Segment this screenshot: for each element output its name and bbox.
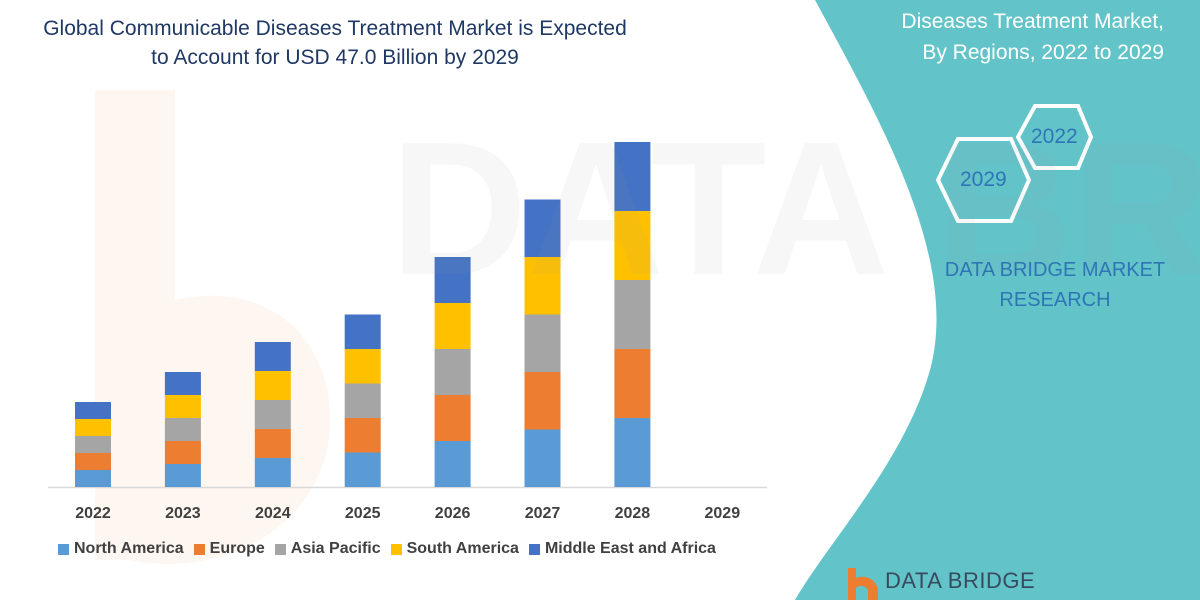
hex-label-2029: 2029: [960, 168, 1007, 191]
bar-segment-2026-europe: [434, 395, 471, 441]
bar-segment-2023-north-america: [164, 464, 201, 487]
bar-segment-2026-north-america: [434, 441, 471, 487]
bar-segment-2022-north-america: [75, 470, 111, 487]
legend-label: Asia Pacific: [290, 540, 381, 557]
side-panel-title: Diseases Treatment Market, By Regions, 2…: [901, 6, 1164, 68]
chart-title: Global Communicable Diseases Treatment M…: [40, 14, 630, 72]
bar-segment-2024-middle-east-and-africa: [254, 342, 291, 371]
bar-segment-2026-asia-pacific: [434, 349, 471, 395]
x-tick-label: 2029: [705, 505, 741, 522]
legend-swatch: [390, 543, 402, 555]
bar-segment-2027-asia-pacific: [524, 314, 561, 372]
legend-item: North America: [58, 540, 184, 558]
bar-segment-2027-north-america: [524, 429, 561, 487]
x-tick-label: 2025: [345, 505, 381, 522]
legend-item: South America: [390, 540, 519, 558]
brand-name: DATA BRIDGE MARKET RESEARCH: [920, 255, 1190, 315]
bar-segment-2023-asia-pacific: [164, 418, 201, 441]
hex-label-2022: 2022: [1031, 125, 1078, 148]
bar-segment-2027-middle-east-and-africa: [524, 199, 561, 257]
logo-icon: [848, 568, 878, 600]
bar-segment-2025-europe: [344, 418, 381, 453]
legend-label: Middle East and Africa: [544, 540, 716, 557]
brand-line-2: RESEARCH: [999, 289, 1111, 311]
bar-segment-2025-asia-pacific: [344, 383, 381, 418]
bar-segment-2028-middle-east-and-africa: [614, 142, 651, 211]
legend: North America Europe Asia Pacific South Ame…: [58, 540, 716, 558]
bar-segment-2028-europe: [614, 349, 651, 418]
x-tick-label: 2022: [75, 505, 111, 522]
bar-segment-2027-south-america: [524, 257, 561, 315]
bar-segment-2023-middle-east-and-africa: [164, 372, 201, 395]
watermark-logo: [95, 90, 330, 564]
legend-swatch: [274, 543, 286, 555]
chart-title-line-2: to Account for USD 47.0 Billion by 2029: [151, 46, 519, 69]
legend-swatch: [58, 543, 69, 555]
bar-segment-2025-south-america: [344, 349, 381, 384]
legend-item: Europe: [193, 540, 265, 558]
legend-swatch: [193, 543, 205, 555]
x-tick-label: 2023: [165, 505, 201, 522]
legend-item: Asia Pacific: [274, 540, 381, 558]
bar-segment-2022-europe: [75, 453, 111, 470]
bar-segment-2026-middle-east-and-africa: [434, 257, 471, 303]
logo-text: DATA BRIDGE: [885, 568, 1036, 593]
hexagon-2022: [1015, 104, 1094, 170]
hexagon-2029: [935, 137, 1032, 223]
x-tick-label: 2024: [255, 505, 291, 522]
bar-segment-2028-north-america: [614, 418, 651, 487]
bar-segment-2027-europe: [524, 372, 561, 430]
bar-segment-2025-middle-east-and-africa: [344, 314, 381, 349]
bar-segment-2022-south-america: [75, 419, 111, 436]
x-tick-label: 2027: [525, 505, 561, 522]
bar-segment-2025-north-america: [344, 452, 381, 487]
legend-label: Europe: [209, 540, 265, 557]
side-title-line-2: By Regions, 2022 to 2029: [922, 41, 1164, 64]
bar-segment-2023-europe: [164, 441, 201, 464]
bar-segment-2024-asia-pacific: [254, 400, 291, 429]
watermark-text: DATA BRIDGE: [390, 103, 1200, 315]
bar-segment-2023-south-america: [164, 395, 201, 418]
x-tick-label: 2026: [435, 505, 471, 522]
legend-label: South America: [406, 540, 519, 557]
legend-item: Middle East and Africa: [528, 540, 716, 558]
legend-label: North America: [74, 540, 184, 557]
side-title-line-1: Diseases Treatment Market,: [901, 10, 1164, 33]
bar-segment-2024-europe: [254, 429, 291, 458]
x-tick-label: 2028: [615, 505, 651, 522]
bar-segment-2022-middle-east-and-africa: [75, 402, 111, 419]
bar-segment-2028-south-america: [614, 211, 651, 280]
legend-swatch: [528, 543, 540, 555]
brand-line-1: DATA BRIDGE MARKET: [944, 259, 1166, 281]
bar-segment-2024-south-america: [254, 371, 291, 400]
chart-title-line-1: Global Communicable Diseases Treatment M…: [43, 17, 627, 40]
side-panel: [795, 0, 1200, 600]
bar-segment-2028-asia-pacific: [614, 280, 651, 349]
bar-segment-2022-asia-pacific: [75, 436, 111, 453]
bar-segment-2024-north-america: [254, 458, 291, 487]
bar-segment-2026-south-america: [434, 303, 471, 349]
